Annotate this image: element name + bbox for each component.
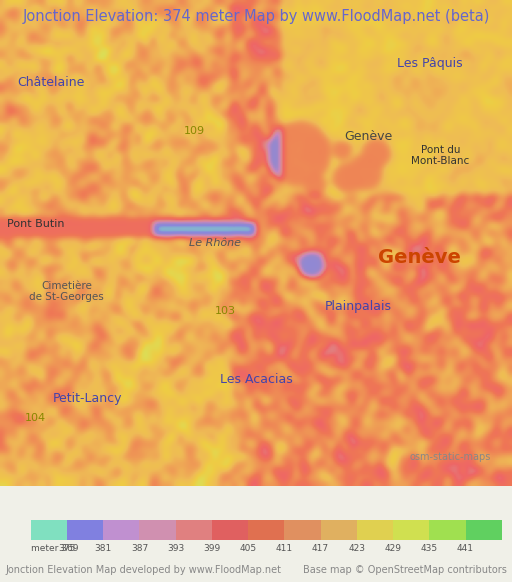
FancyBboxPatch shape xyxy=(321,520,357,540)
Text: 103: 103 xyxy=(215,306,236,316)
Text: Petit-Lancy: Petit-Lancy xyxy=(52,392,122,405)
Text: 375: 375 xyxy=(58,545,76,553)
FancyBboxPatch shape xyxy=(31,520,67,540)
Text: 423: 423 xyxy=(348,545,366,553)
Text: 405: 405 xyxy=(240,545,257,553)
Text: 104: 104 xyxy=(25,413,47,423)
Text: Pont Butin: Pont Butin xyxy=(7,219,65,229)
Text: Base map © OpenStreetMap contributors: Base map © OpenStreetMap contributors xyxy=(303,565,507,576)
FancyBboxPatch shape xyxy=(429,520,465,540)
FancyBboxPatch shape xyxy=(284,520,321,540)
Text: Pont du
Mont-Blanc: Pont du Mont-Blanc xyxy=(411,145,470,166)
Text: Châtelaine: Châtelaine xyxy=(17,76,85,89)
Text: 429: 429 xyxy=(385,545,401,553)
Text: Genève: Genève xyxy=(378,248,461,267)
Text: osm-static-maps: osm-static-maps xyxy=(410,452,491,462)
Text: Cimetière
de St-Georges: Cimetière de St-Georges xyxy=(29,281,104,303)
Text: meter 369: meter 369 xyxy=(31,545,78,553)
Text: 435: 435 xyxy=(421,545,438,553)
FancyBboxPatch shape xyxy=(67,520,103,540)
FancyBboxPatch shape xyxy=(393,520,429,540)
Text: 399: 399 xyxy=(203,545,221,553)
Text: 417: 417 xyxy=(312,545,329,553)
FancyBboxPatch shape xyxy=(248,520,284,540)
Text: 109: 109 xyxy=(184,126,205,136)
Text: Les Acacias: Les Acacias xyxy=(220,372,292,385)
Text: 393: 393 xyxy=(167,545,184,553)
FancyBboxPatch shape xyxy=(176,520,212,540)
Text: 441: 441 xyxy=(457,545,474,553)
Text: 387: 387 xyxy=(131,545,148,553)
Text: Plainpalais: Plainpalais xyxy=(325,300,392,313)
Text: 411: 411 xyxy=(276,545,293,553)
FancyBboxPatch shape xyxy=(357,520,393,540)
FancyBboxPatch shape xyxy=(465,520,502,540)
FancyBboxPatch shape xyxy=(212,520,248,540)
Text: Jonction Elevation: 374 meter Map by www.FloodMap.net (beta): Jonction Elevation: 374 meter Map by www… xyxy=(23,9,489,23)
FancyBboxPatch shape xyxy=(103,520,139,540)
Text: 381: 381 xyxy=(95,545,112,553)
Text: Le Rhône: Le Rhône xyxy=(189,238,241,248)
Text: Jonction Elevation Map developed by www.FloodMap.net: Jonction Elevation Map developed by www.… xyxy=(5,565,281,576)
Text: Genève: Genève xyxy=(345,130,393,143)
Text: Les Pâquis: Les Pâquis xyxy=(397,56,463,70)
FancyBboxPatch shape xyxy=(139,520,176,540)
